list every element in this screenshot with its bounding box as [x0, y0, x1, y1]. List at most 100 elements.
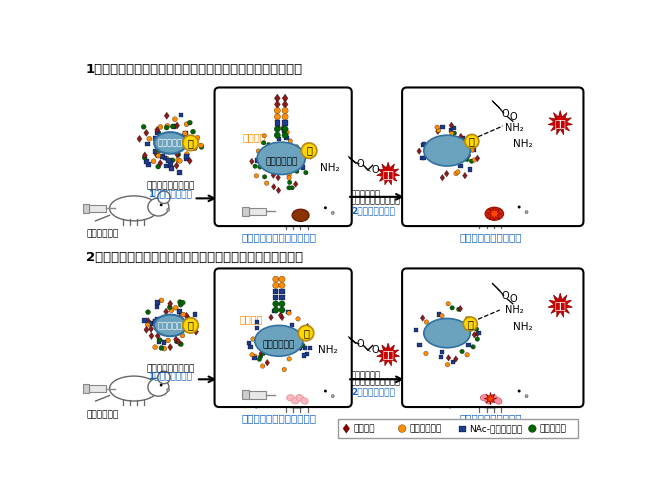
Circle shape [304, 170, 308, 175]
Circle shape [146, 310, 150, 315]
Text: NH₂: NH₂ [320, 162, 339, 173]
Bar [249, 208, 266, 215]
Bar [273, 289, 278, 294]
Bar [249, 391, 266, 398]
Bar [287, 310, 291, 314]
Polygon shape [190, 137, 194, 144]
Text: 肝臓へ金触媒を植え付ける: 肝臓へ金触媒を植え付ける [241, 232, 317, 242]
Bar [273, 295, 278, 300]
Text: 蛍光: 蛍光 [382, 169, 394, 179]
Circle shape [274, 126, 280, 132]
Circle shape [517, 206, 521, 209]
Circle shape [164, 125, 169, 130]
Circle shape [170, 158, 175, 163]
Ellipse shape [480, 395, 488, 401]
Bar [242, 207, 249, 216]
Polygon shape [177, 314, 182, 321]
Ellipse shape [424, 319, 471, 348]
Polygon shape [274, 94, 280, 103]
Circle shape [468, 142, 473, 147]
Circle shape [285, 130, 289, 134]
Text: プロバルギルエステル: プロバルギルエステル [351, 378, 401, 387]
Circle shape [525, 211, 528, 214]
Bar [420, 156, 424, 160]
Circle shape [515, 376, 528, 389]
Circle shape [282, 132, 288, 138]
Polygon shape [271, 172, 276, 178]
Polygon shape [446, 355, 451, 361]
Circle shape [258, 354, 263, 359]
Ellipse shape [154, 132, 187, 154]
Text: 肝臓の細胞上: 肝臓の細胞上 [265, 158, 297, 167]
Circle shape [294, 169, 299, 173]
Circle shape [282, 126, 288, 132]
Bar [439, 350, 444, 355]
Polygon shape [148, 325, 153, 333]
Circle shape [183, 318, 198, 333]
Ellipse shape [110, 196, 159, 221]
Circle shape [174, 339, 179, 344]
Bar [153, 319, 157, 324]
Circle shape [177, 300, 183, 304]
Text: 腸管の組織上: 腸管の組織上 [263, 340, 295, 349]
Polygon shape [454, 356, 458, 363]
Circle shape [272, 276, 279, 282]
Polygon shape [276, 174, 280, 181]
Circle shape [279, 307, 285, 313]
Polygon shape [296, 162, 301, 169]
Circle shape [256, 149, 261, 153]
Ellipse shape [271, 198, 322, 225]
Ellipse shape [110, 376, 159, 401]
Circle shape [263, 175, 267, 179]
Bar [274, 120, 280, 125]
Bar [272, 309, 276, 313]
Bar [183, 326, 188, 331]
Ellipse shape [287, 395, 294, 401]
Circle shape [474, 327, 479, 331]
Polygon shape [548, 111, 573, 135]
Polygon shape [149, 332, 154, 340]
Bar [304, 330, 307, 334]
Bar [185, 154, 189, 159]
Polygon shape [265, 360, 270, 366]
Text: 相互作用: 相互作用 [242, 132, 266, 142]
Circle shape [181, 320, 186, 325]
Text: マンノース: マンノース [540, 424, 566, 433]
Circle shape [185, 152, 189, 156]
Circle shape [471, 345, 475, 349]
Polygon shape [463, 172, 467, 179]
Circle shape [192, 146, 197, 151]
Bar [461, 136, 465, 140]
Polygon shape [191, 319, 196, 326]
Circle shape [324, 389, 327, 392]
Circle shape [272, 307, 279, 313]
Text: ヌードマウス: ヌードマウス [87, 229, 119, 238]
Circle shape [153, 345, 157, 350]
Text: O: O [501, 291, 509, 301]
Polygon shape [164, 308, 168, 315]
Bar [422, 142, 426, 146]
Circle shape [290, 186, 294, 190]
Circle shape [177, 158, 182, 163]
Circle shape [304, 154, 308, 159]
Circle shape [165, 124, 170, 128]
Circle shape [272, 282, 279, 288]
Circle shape [517, 389, 521, 392]
Polygon shape [306, 323, 310, 330]
Polygon shape [276, 124, 280, 130]
Bar [145, 141, 150, 146]
Polygon shape [194, 328, 198, 335]
Ellipse shape [296, 394, 304, 401]
Circle shape [257, 357, 262, 362]
Polygon shape [343, 424, 350, 433]
Ellipse shape [301, 397, 308, 404]
Text: 腸管へ金触媒を植え付ける: 腸管へ金触媒を植え付ける [241, 413, 317, 423]
Circle shape [274, 108, 280, 114]
Polygon shape [144, 326, 149, 333]
Circle shape [176, 157, 181, 162]
Polygon shape [298, 344, 303, 351]
Circle shape [166, 338, 170, 343]
Polygon shape [144, 129, 149, 136]
Text: プロバルギルエステル: プロバルギルエステル [351, 197, 401, 206]
Ellipse shape [485, 207, 504, 220]
